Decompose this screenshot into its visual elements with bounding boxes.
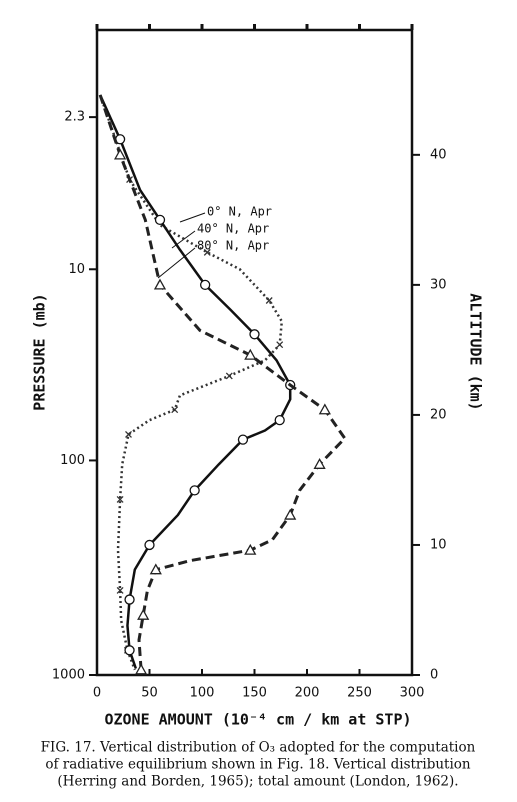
- marker: [313, 457, 326, 469]
- marker: [134, 663, 148, 675]
- annotation: 80° N, Apr: [197, 239, 269, 253]
- profile-line: [98, 94, 284, 671]
- plot-frame: [95, 28, 414, 677]
- marker: [318, 403, 331, 415]
- x-tick-label: 0: [93, 686, 101, 701]
- marker: [171, 406, 179, 414]
- marker: [116, 495, 124, 503]
- annotation: 40° N, Apr: [197, 222, 269, 236]
- marker: [203, 248, 211, 256]
- y-tick-label: 1000: [52, 668, 85, 683]
- caption: FIG. 17. Vertical distribution of O₃ ado…: [41, 740, 476, 756]
- marker: [125, 430, 132, 438]
- caption: (Herring and Borden, 1965); total amount…: [57, 774, 458, 790]
- marker: [199, 279, 211, 291]
- marker: [144, 539, 155, 551]
- marker: [149, 563, 162, 575]
- x-tick-label: 250: [347, 686, 372, 701]
- marker: [276, 341, 284, 349]
- y2-tick-label: 20: [430, 407, 447, 422]
- y2-tick-label: 10: [430, 537, 447, 552]
- x-tick-label: 150: [242, 686, 267, 701]
- marker: [237, 434, 249, 445]
- marker: [284, 508, 297, 520]
- annotation: 0° N, Apr: [207, 205, 272, 219]
- y-tick-label: 100: [60, 453, 85, 468]
- marker: [244, 543, 257, 555]
- y2-tick-label: 0: [430, 668, 438, 683]
- marker: [265, 297, 273, 304]
- y-tick-label: 10: [68, 262, 85, 277]
- y2-axis-label: ALTITUDE (km): [467, 293, 485, 410]
- profile-line: [98, 94, 347, 670]
- y2-tick-label: 40: [430, 147, 447, 162]
- marker: [249, 329, 260, 340]
- marker: [189, 485, 200, 496]
- x-tick-label: 50: [141, 686, 158, 701]
- x-tick-label: 200: [295, 686, 320, 701]
- marker: [113, 148, 127, 160]
- marker: [137, 608, 150, 620]
- marker: [225, 372, 233, 380]
- y2-tick-label: 30: [430, 277, 447, 292]
- x-tick-label: 100: [190, 686, 215, 701]
- y-axis-label: PRESSURE (mb): [31, 293, 49, 410]
- marker: [116, 587, 124, 594]
- marker: [244, 348, 257, 360]
- marker: [154, 214, 166, 226]
- marker: [274, 414, 285, 426]
- caption: of radiative equilibrium shown in Fig. 1…: [45, 757, 471, 773]
- marker: [153, 278, 167, 290]
- y-tick-label: 2.3: [64, 110, 85, 125]
- marker: [124, 645, 135, 656]
- marker: [124, 594, 135, 605]
- x-tick-label: 300: [400, 686, 425, 701]
- x-axis-label: OZONE AMOUNT (10⁻⁴ cm / km at STP): [104, 711, 411, 729]
